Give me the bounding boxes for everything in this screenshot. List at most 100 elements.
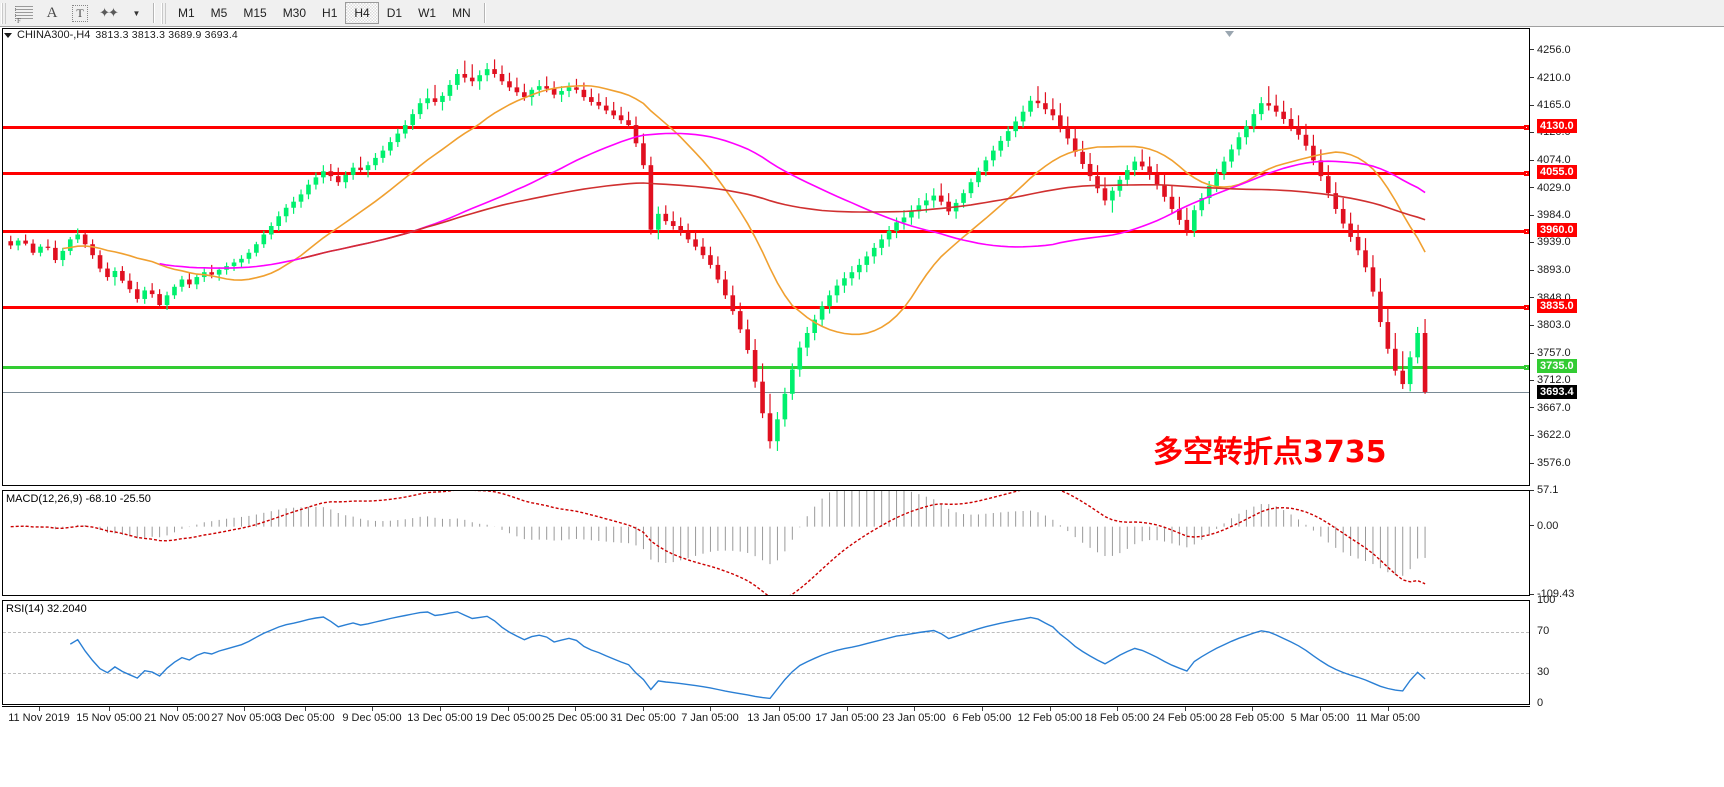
symbol-label: CHINA300-,H4 bbox=[17, 29, 91, 41]
rsi-series bbox=[69, 611, 1426, 700]
price-tick-label: 3939.0 bbox=[1537, 236, 1571, 249]
price-tick: 3576.0 bbox=[1530, 457, 1571, 469]
timeframe-d1[interactable]: D1 bbox=[386, 6, 403, 20]
time-tick-label: 17 Jan 05:00 bbox=[815, 712, 879, 724]
price-tick-label: 3622.0 bbox=[1537, 429, 1571, 442]
price-tick: 3803.0 bbox=[1530, 319, 1571, 331]
macd-title: MACD(12,26,9) -68.10 -25.50 bbox=[6, 493, 151, 505]
time-tick-mark bbox=[244, 707, 245, 711]
rsi-level-70 bbox=[3, 631, 1529, 633]
price-tick: 3757.0 bbox=[1530, 347, 1571, 359]
timeframe-m5[interactable]: M5 bbox=[210, 6, 228, 20]
rsi-tick-label: 0 bbox=[1537, 697, 1544, 709]
price-tick: 4256.0 bbox=[1530, 44, 1571, 56]
macd-tick: -109.43 bbox=[1530, 588, 1574, 600]
toolbar-divider-end bbox=[483, 3, 486, 23]
time-scale[interactable]: 11 Nov 2019 15 Nov 05:00 21 Nov 05:00 27 No… bbox=[2, 706, 1530, 736]
rsi-tick: 100 bbox=[1530, 594, 1555, 606]
price-tick-label: 3667.0 bbox=[1537, 401, 1571, 414]
text-box-icon[interactable]: T bbox=[67, 2, 93, 25]
rsi-tick: 0 bbox=[1530, 697, 1543, 709]
rsi-title: RSI(14) 32.2040 bbox=[6, 603, 87, 615]
price-badge-last[interactable]: 3693.4 bbox=[1537, 384, 1577, 399]
rsi-tick: 70 bbox=[1530, 625, 1549, 637]
price-badge-support[interactable]: 3735.0 bbox=[1537, 359, 1577, 374]
price-tick: 4165.0 bbox=[1530, 99, 1571, 111]
price-tick: 4029.0 bbox=[1530, 182, 1571, 194]
timeframe-h1[interactable]: H1 bbox=[322, 6, 338, 20]
main-toolbar: A T ✦✦ ▼ M1 M5 M15 M30 H1 H4 D1 W1 MN bbox=[0, 0, 1724, 27]
time-tick-mark bbox=[109, 707, 110, 711]
time-tick-label: 25 Dec 05:00 bbox=[542, 712, 608, 724]
rsi-pane[interactable]: RSI(14) 32.2040 bbox=[2, 600, 1530, 705]
pane-collapse-marker[interactable] bbox=[1225, 31, 1234, 37]
time-tick-label: 5 Mar 05:00 bbox=[1290, 712, 1350, 724]
timeframe-mn[interactable]: MN bbox=[452, 6, 471, 20]
rsi-line bbox=[69, 611, 1426, 700]
price-badge-resistance[interactable]: 3835.0 bbox=[1537, 298, 1577, 313]
dropdown-caret-icon[interactable]: ▼ bbox=[132, 8, 141, 18]
timeframe-m15[interactable]: M15 bbox=[243, 6, 267, 20]
ohlc-values: 3813.3 3813.3 3689.9 3693.4 bbox=[95, 29, 238, 41]
time-tick-mark bbox=[372, 707, 373, 711]
time-tick-label: 24 Feb 05:00 bbox=[1152, 712, 1218, 724]
time-tick-label: 31 Dec 05:00 bbox=[610, 712, 676, 724]
price-tick-label: 3757.0 bbox=[1537, 347, 1571, 360]
toolbar-divider bbox=[153, 3, 155, 23]
price-tick-label: 3712.0 bbox=[1537, 374, 1571, 387]
time-tick-label: 3 Dec 05:00 bbox=[275, 712, 335, 724]
timeframe-m1[interactable]: M1 bbox=[178, 6, 195, 20]
price-tick-label: 3576.0 bbox=[1537, 457, 1571, 470]
timeframe-w1[interactable]: W1 bbox=[418, 6, 437, 20]
price-badge-resistance[interactable]: 4130.0 bbox=[1537, 119, 1577, 134]
price-tick-label: 4074.0 bbox=[1537, 154, 1571, 167]
rsi-tick-label: 70 bbox=[1537, 624, 1550, 637]
time-tick-mark bbox=[508, 707, 509, 711]
fibonacci-icon[interactable] bbox=[11, 2, 37, 25]
macd-tick-label: -109.43 bbox=[1537, 588, 1575, 600]
toolbar-grip[interactable] bbox=[1, 2, 8, 24]
time-tick-mark bbox=[914, 707, 915, 711]
time-tick-mark bbox=[1252, 707, 1253, 711]
time-tick-label: 7 Jan 05:00 bbox=[681, 712, 739, 724]
macd-plot[interactable] bbox=[3, 491, 1529, 595]
ma-slow-line bbox=[300, 182, 1426, 260]
macd-tick: 57.1 bbox=[1530, 484, 1558, 496]
price-pane[interactable]: 多空转折点3735 bbox=[2, 28, 1530, 486]
time-tick-mark bbox=[440, 707, 441, 711]
time-tick-label: 18 Feb 05:00 bbox=[1084, 712, 1150, 724]
chart-area[interactable]: 多空转折点3735 CHINA300-,H4 3813.3 3813.3 368… bbox=[0, 27, 1724, 787]
text-label-icon[interactable]: A bbox=[46, 4, 58, 21]
time-tick-mark bbox=[39, 707, 40, 711]
objects-icon[interactable]: ✦✦ bbox=[99, 5, 119, 20]
time-tick-mark bbox=[779, 707, 780, 711]
time-tick-mark bbox=[710, 707, 711, 711]
time-tick-label: 13 Jan 05:00 bbox=[747, 712, 811, 724]
time-tick-mark bbox=[982, 707, 983, 711]
time-tick-label: 11 Nov 2019 bbox=[8, 712, 70, 724]
timeframe-grip[interactable] bbox=[161, 2, 168, 24]
price-tick-label: 4210.0 bbox=[1537, 71, 1571, 84]
rsi-plot[interactable] bbox=[3, 601, 1529, 704]
price-plot[interactable]: 多空转折点3735 bbox=[3, 29, 1529, 485]
time-tick-label: 9 Dec 05:00 bbox=[342, 712, 402, 724]
price-tick: 3667.0 bbox=[1530, 402, 1571, 414]
moving-average-lines bbox=[62, 84, 1426, 336]
time-tick-mark bbox=[847, 707, 848, 711]
timeframe-h4[interactable]: H4 bbox=[345, 2, 379, 24]
time-tick-label: 6 Feb 05:00 bbox=[952, 712, 1012, 724]
chevron-down-icon[interactable] bbox=[4, 32, 12, 38]
price-tick-label: 4256.0 bbox=[1537, 43, 1571, 56]
price-badge-resistance[interactable]: 4055.0 bbox=[1537, 164, 1577, 179]
timeframe-m30[interactable]: M30 bbox=[282, 6, 307, 20]
chart-annotation-text[interactable]: 多空转折点3735 bbox=[1153, 435, 1387, 470]
candlestick-series bbox=[8, 59, 1428, 451]
ma-fast-line bbox=[62, 84, 1426, 336]
time-tick-mark bbox=[305, 707, 306, 711]
price-scale[interactable]: 4256.04210.04165.04120.04074.04029.03984… bbox=[1530, 28, 1722, 709]
price-tick: 3712.0 bbox=[1530, 374, 1571, 386]
price-badge-resistance[interactable]: 3960.0 bbox=[1537, 222, 1577, 237]
price-tick: 3939.0 bbox=[1530, 236, 1571, 248]
price-tick-label: 3984.0 bbox=[1537, 209, 1571, 222]
macd-pane[interactable]: MACD(12,26,9) -68.10 -25.50 bbox=[2, 490, 1530, 596]
